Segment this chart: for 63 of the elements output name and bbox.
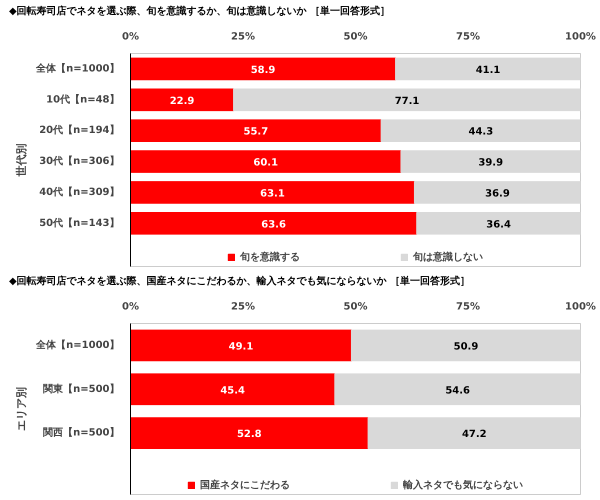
- x-tick-label: 50%: [344, 32, 368, 42]
- bar: [130, 373, 336, 406]
- data-label: 47.2: [462, 429, 487, 440]
- bar: [130, 330, 352, 362]
- x-tick-label: 50%: [344, 302, 368, 312]
- y-tick-label: 30代【n=306】: [39, 155, 120, 168]
- bar: [130, 150, 402, 173]
- data-label: 58.9: [250, 64, 276, 76]
- bar: [130, 212, 418, 235]
- legend-label: 旬を意識する: [240, 250, 300, 264]
- data-label: 63.1: [260, 188, 285, 200]
- data-label: 36.4: [486, 219, 511, 230]
- y-tick-label: 40代【n=309】: [39, 186, 120, 198]
- bar: [130, 417, 369, 449]
- data-label: 54.6: [445, 385, 470, 396]
- bar: [350, 330, 580, 362]
- y-tick-label: 全体【n=1000】: [35, 338, 120, 351]
- legend-label: 旬は意識しない: [413, 250, 483, 264]
- bar: [233, 88, 580, 112]
- x-tick-label: 75%: [456, 302, 480, 312]
- bar: [400, 150, 580, 173]
- data-label: 60.1: [253, 158, 278, 169]
- bar: [414, 181, 580, 204]
- legend-label: 国産ネタにこだわる: [200, 478, 290, 492]
- data-label: 77.1: [394, 96, 420, 107]
- data-label: 22.9: [170, 96, 194, 107]
- chart-title: ◆回転寿司店でネタを選ぶ際、旬を意識するか、旬は意識しないか ［単一回答形式］: [9, 5, 390, 19]
- data-label: 39.9: [478, 158, 504, 169]
- bar: [368, 417, 580, 449]
- data-label: 49.1: [228, 341, 254, 352]
- data-label: 44.3: [468, 126, 494, 138]
- x-tick-label: 75%: [456, 32, 480, 42]
- data-label: 45.4: [220, 385, 246, 396]
- bar: [130, 88, 234, 112]
- bar: [130, 119, 382, 142]
- x-tick-label: 25%: [231, 302, 255, 312]
- y-tick-label: 20代【n=194】: [39, 124, 120, 136]
- text: 世代別: [15, 144, 28, 178]
- x-tick-label: 100%: [565, 32, 596, 42]
- bar: [395, 58, 580, 80]
- chart-title: ◆回転寿司店でネタを選ぶ際、国産ネタにこだわるか、輸入ネタでも気にならないか ［単一回答形式］: [9, 275, 470, 289]
- bar: [130, 58, 396, 80]
- data-label: 55.7: [243, 126, 268, 138]
- bar: [130, 181, 415, 204]
- data-label: 50.9: [454, 341, 478, 352]
- bar: [380, 119, 580, 142]
- y-tick-label: 関東【n=500】: [43, 382, 120, 395]
- data-label: 36.9: [485, 188, 510, 200]
- y-tick-label: 全体【n=1000】: [35, 62, 120, 74]
- x-tick-label: 0%: [122, 32, 139, 42]
- bar: [416, 212, 580, 235]
- data-label: 63.6: [261, 219, 286, 230]
- text: エリア別: [15, 387, 28, 431]
- x-tick-label: 100%: [565, 302, 596, 312]
- data-label: 52.8: [236, 429, 262, 440]
- legend-label: 輸入ネタでも気にならない: [403, 478, 523, 492]
- x-tick-label: 25%: [231, 32, 255, 42]
- y-tick-label: 10代【n=48】: [46, 93, 120, 106]
- x-tick-label: 0%: [122, 302, 139, 312]
- y-tick-label: 50代【n=143】: [39, 216, 120, 229]
- bar: [334, 373, 580, 406]
- y-tick-label: 関西【n=500】: [43, 426, 120, 439]
- data-label: 41.1: [476, 64, 500, 76]
